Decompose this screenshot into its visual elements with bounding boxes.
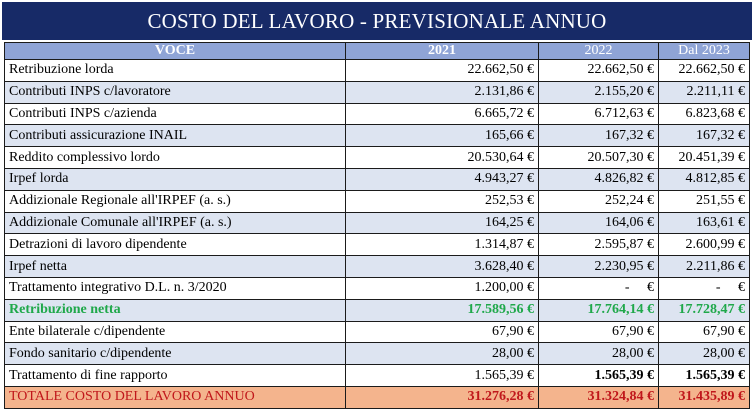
cell-2021[interactable]: 67,90 € (345, 320, 539, 344)
row-label[interactable]: Trattamento di fine rapporto (4, 364, 346, 387)
cell-2021[interactable]: 1.200,00 € (345, 276, 539, 300)
cell-2022[interactable]: 2.155,20 € (538, 80, 659, 104)
table-row: Retribuzione lorda 22.662,50 € 22.662,50… (4, 59, 750, 82)
table-row: Fondo sanitario c/dipendente 28,00 € 28,… (4, 342, 750, 366)
cell-2022[interactable]: 1.565,39 € (538, 364, 659, 387)
cell-2023[interactable]: 2.211,86 € (658, 255, 750, 278)
cell-2022[interactable]: 20.507,30 € (538, 146, 659, 169)
cell-2022[interactable]: - € (538, 276, 659, 300)
header-2021[interactable]: 2021 (345, 42, 539, 60)
total-2022[interactable]: 31.324,84 € (538, 385, 659, 409)
table-row: Contributi INPS c/lavoratore 2.131,86 € … (4, 80, 750, 104)
row-label[interactable]: Trattamento integrativo D.L. n. 3/2020 (4, 276, 346, 300)
cell-2022[interactable]: 4.826,82 € (538, 167, 659, 191)
table-row: Addizionale Regionale all'IRPEF (a. s.) … (4, 189, 750, 213)
cell-2023[interactable]: 1.565,39 € (658, 364, 750, 387)
total-row: TOTALE COSTO DEL LAVORO ANNUO 31.276,28 … (4, 385, 750, 409)
cell-2021[interactable]: 2.131,86 € (345, 80, 539, 104)
cell-2022[interactable]: 164,06 € (538, 211, 659, 235)
cell-2023[interactable]: 167,32 € (658, 124, 750, 148)
row-label[interactable]: Detrazioni di lavoro dipendente (4, 233, 346, 257)
cell-2021[interactable]: 1.314,87 € (345, 233, 539, 257)
cell-2023[interactable]: 251,55 € (658, 189, 750, 213)
cell-2023[interactable]: 163,61 € (658, 211, 750, 235)
net-salary-row: Retribuzione netta 17.589,56 € 17.764,14… (4, 298, 750, 322)
cell-2023[interactable]: 2.211,11 € (658, 80, 750, 104)
cell-2023[interactable]: 2.600,99 € (658, 233, 750, 257)
cell-2021[interactable]: 28,00 € (345, 342, 539, 366)
cell-2021[interactable]: 252,53 € (345, 189, 539, 213)
cell-2022[interactable]: 28,00 € (538, 342, 659, 366)
row-label[interactable]: Addizionale Regionale all'IRPEF (a. s.) (4, 189, 346, 213)
total-label[interactable]: TOTALE COSTO DEL LAVORO ANNUO (4, 385, 346, 409)
cell-2023[interactable]: 22.662,50 € (658, 59, 750, 82)
cell-2022[interactable]: 252,24 € (538, 189, 659, 213)
row-label[interactable]: Contributi INPS c/azienda (4, 102, 346, 126)
row-label[interactable]: Ente bilaterale c/dipendente (4, 320, 346, 344)
table-row: Detrazioni di lavoro dipendente 1.314,87… (4, 233, 750, 257)
header-2023[interactable]: Dal 2023 (658, 42, 750, 60)
cell-2023[interactable]: 67,90 € (658, 320, 750, 344)
cell-2021[interactable]: 165,66 € (345, 124, 539, 148)
cell-2021[interactable]: 164,25 € (345, 211, 539, 235)
table-row: Addizionale Comunale all'IRPEF (a. s.) 1… (4, 211, 750, 235)
cell-2021[interactable]: 1.565,39 € (345, 364, 539, 387)
row-label[interactable]: Irpef netta (4, 255, 346, 278)
cell-2023[interactable]: 28,00 € (658, 342, 750, 366)
cell-2023[interactable]: 20.451,39 € (658, 146, 750, 169)
cell-2023[interactable]: 6.823,68 € (658, 102, 750, 126)
cell-2021[interactable]: 17.589,56 € (345, 298, 539, 322)
cell-2022[interactable]: 167,32 € (538, 124, 659, 148)
row-label[interactable]: Irpef lorda (4, 167, 346, 191)
cell-2022[interactable]: 2.230,95 € (538, 255, 659, 278)
cell-2021[interactable]: 3.628,40 € (345, 255, 539, 278)
cell-2022[interactable]: 67,90 € (538, 320, 659, 344)
cell-2021[interactable]: 20.530,64 € (345, 146, 539, 169)
cell-2022[interactable]: 22.662,50 € (538, 59, 659, 82)
sheet-title: COSTO DEL LAVORO - PREVISIONALE ANNUO (2, 2, 752, 40)
row-label[interactable]: Addizionale Comunale all'IRPEF (a. s.) (4, 211, 346, 235)
table-row: Contributi INPS c/azienda 6.665,72 € 6.7… (4, 102, 750, 126)
row-label[interactable]: Contributi INPS c/lavoratore (4, 80, 346, 104)
cell-2023[interactable]: 4.812,85 € (658, 167, 750, 191)
table-row: Reddito complessivo lordo 20.530,64 € 20… (4, 146, 750, 169)
table-row: Irpef netta 3.628,40 € 2.230,95 € 2.211,… (4, 255, 750, 278)
table-row: Ente bilaterale c/dipendente 67,90 € 67,… (4, 320, 750, 344)
table-row: Trattamento integrativo D.L. n. 3/2020 1… (4, 276, 750, 300)
total-2023[interactable]: 31.435,89 € (658, 385, 750, 409)
cell-2021[interactable]: 22.662,50 € (345, 59, 539, 82)
table-row: Contributi assicurazione INAIL 165,66 € … (4, 124, 750, 148)
cell-2021[interactable]: 6.665,72 € (345, 102, 539, 126)
cell-2022[interactable]: 2.595,87 € (538, 233, 659, 257)
cell-2023[interactable]: - € (658, 276, 750, 300)
row-label[interactable]: Retribuzione lorda (4, 59, 346, 82)
cell-2022[interactable]: 17.764,14 € (538, 298, 659, 322)
cell-2021[interactable]: 4.943,27 € (345, 167, 539, 191)
total-2021[interactable]: 31.276,28 € (345, 385, 539, 409)
header-voce[interactable]: VOCE (4, 42, 346, 60)
header-2022[interactable]: 2022 (538, 42, 659, 60)
cell-2022[interactable]: 6.712,63 € (538, 102, 659, 126)
table-row: Irpef lorda 4.943,27 € 4.826,82 € 4.812,… (4, 167, 750, 191)
cost-table: VOCE 2021 2022 Dal 2023 Retribuzione lor… (4, 42, 750, 409)
cell-2023[interactable]: 17.728,47 € (658, 298, 750, 322)
header-row: VOCE 2021 2022 Dal 2023 (4, 42, 750, 60)
table-row: Trattamento di fine rapporto 1.565,39 € … (4, 364, 750, 387)
row-label[interactable]: Retribuzione netta (4, 298, 346, 322)
row-label[interactable]: Contributi assicurazione INAIL (4, 124, 346, 148)
row-label[interactable]: Fondo sanitario c/dipendente (4, 342, 346, 366)
row-label[interactable]: Reddito complessivo lordo (4, 146, 346, 169)
